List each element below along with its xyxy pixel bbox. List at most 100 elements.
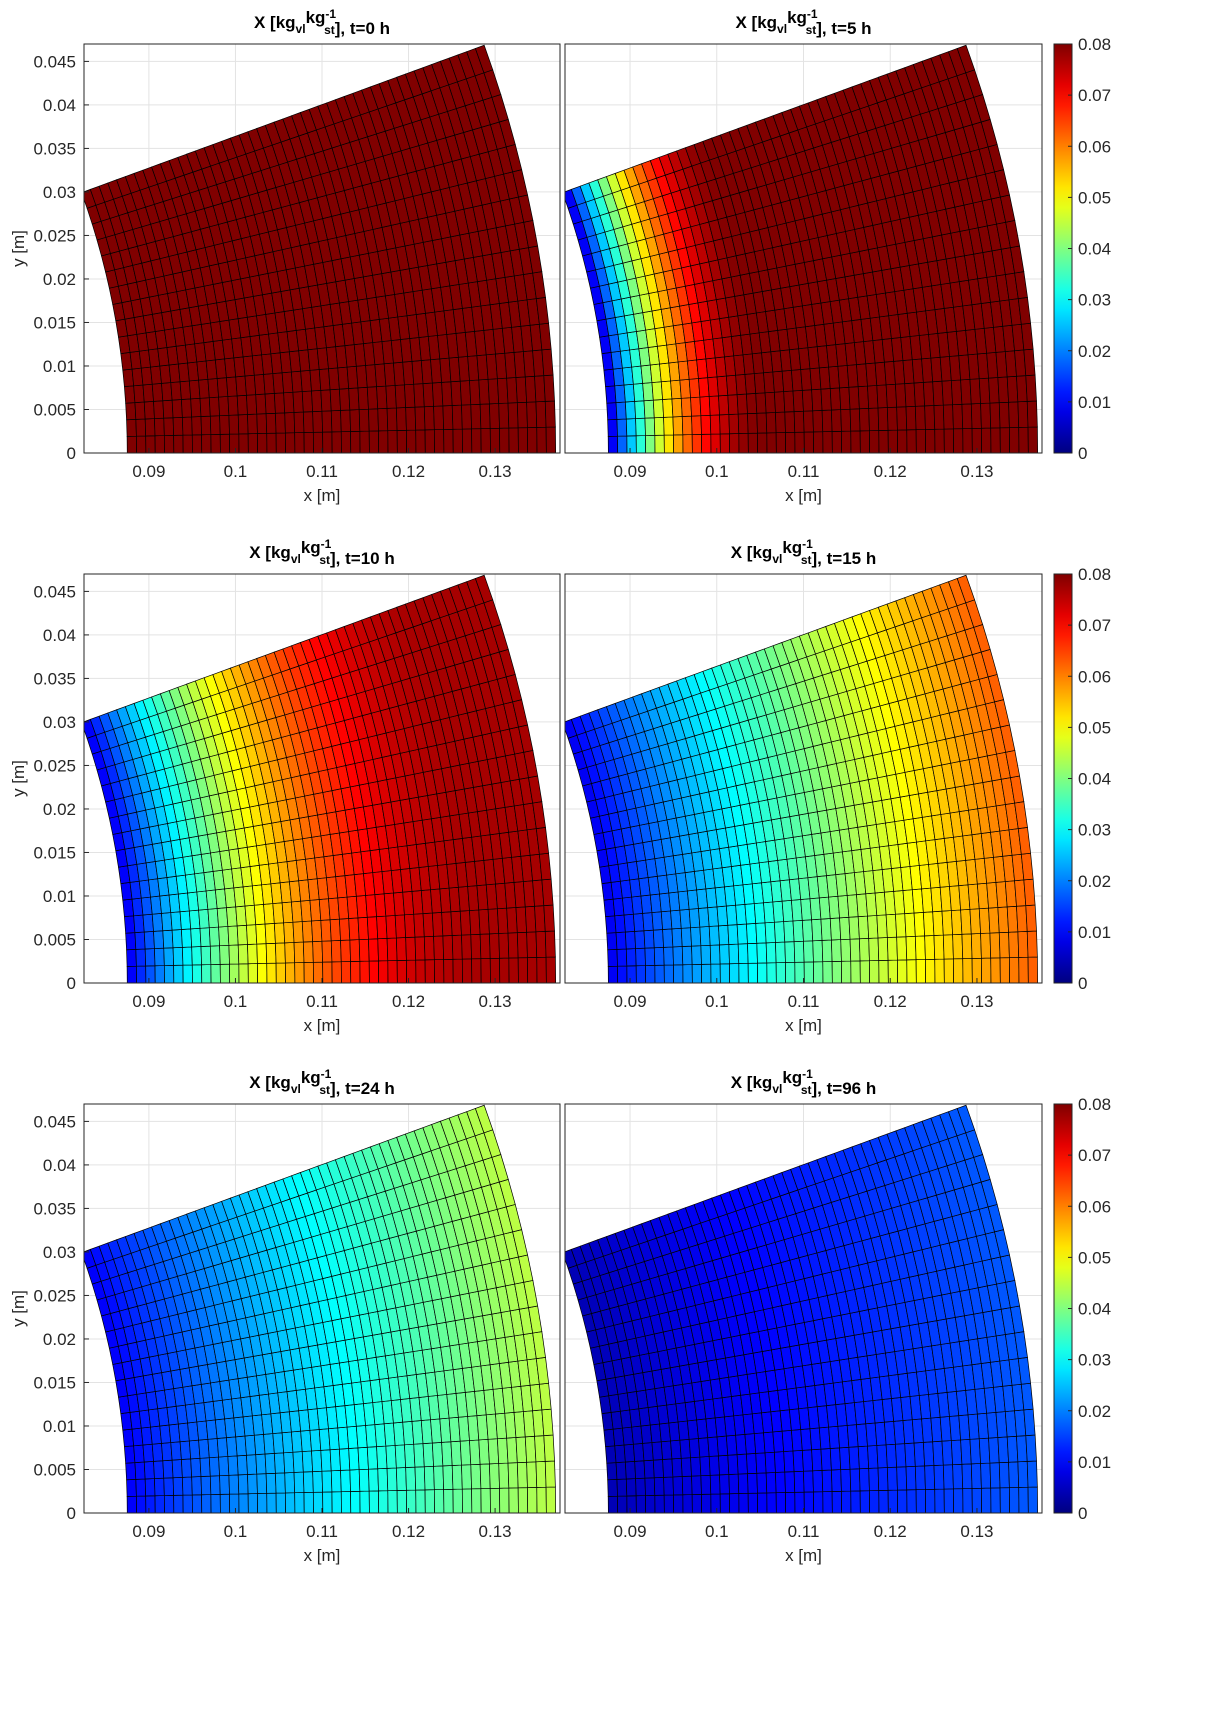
y-tick-label: 0.025 (33, 756, 76, 775)
mesh-cell (210, 433, 221, 453)
mesh-cell (645, 1495, 656, 1513)
mesh-cell (541, 348, 554, 377)
mesh-cell (188, 1439, 201, 1460)
mesh-cell (172, 946, 184, 966)
mesh-cell (209, 945, 221, 965)
mesh-cell (265, 1472, 277, 1494)
mesh-cell (1026, 930, 1038, 958)
mesh-cell (179, 1440, 192, 1460)
mesh-cell (443, 958, 454, 983)
mesh-cell (644, 417, 656, 436)
mesh-cell (182, 1476, 193, 1496)
mesh-cell (330, 940, 342, 963)
mesh-cell (517, 427, 529, 453)
mesh-cell (698, 1437, 710, 1458)
mesh-cell (725, 374, 738, 396)
mesh-cell (256, 1473, 268, 1494)
mesh-cell (831, 960, 843, 983)
subplot-5: 0.09 0.1 0.11 0.12 0.13x [m]00.0050.010.0150… (9, 1067, 561, 1565)
mesh-cell (387, 430, 398, 453)
mesh-cell (153, 400, 165, 419)
mesh-cell (433, 429, 445, 453)
mesh-cell (886, 406, 898, 431)
mesh-cell (913, 1442, 926, 1467)
mesh-cell (642, 382, 654, 402)
y-axis-label: y [m] (9, 230, 28, 267)
mesh-cell (803, 1470, 814, 1493)
mesh-cell (136, 1495, 147, 1513)
mesh-cell (330, 1470, 342, 1493)
mesh-cell (200, 1475, 212, 1496)
mesh-cell (163, 417, 175, 436)
mesh-cell (433, 935, 445, 961)
mesh-cell (516, 1461, 528, 1489)
mesh-cell (885, 913, 898, 938)
mesh-cell (849, 408, 861, 432)
mesh-cell (545, 426, 557, 453)
mesh-cell (480, 428, 491, 453)
mesh-cell (508, 427, 519, 453)
mesh-cell (848, 1446, 860, 1470)
mesh-cell (244, 374, 257, 396)
mesh-cell (499, 957, 510, 983)
mesh-cell (663, 946, 674, 966)
mesh-cell (614, 1444, 626, 1463)
mesh-cell (962, 958, 973, 983)
title-part: X [kg (731, 543, 773, 562)
colorbar-tick-label: 0 (1078, 444, 1087, 463)
mesh-cell (792, 389, 804, 412)
mesh-cell (801, 919, 814, 942)
mesh-cell (329, 1448, 341, 1472)
mesh-cell (679, 908, 691, 929)
mesh-cell (1027, 426, 1039, 453)
mesh-cell (443, 1488, 454, 1513)
mesh-cell (925, 1488, 936, 1513)
mesh-cell (716, 905, 729, 927)
mesh-cell (170, 1441, 182, 1461)
mesh-cell (339, 918, 351, 941)
mesh-cell (663, 434, 675, 453)
mesh-cell (737, 413, 749, 434)
mesh-cell (905, 405, 917, 431)
mesh-cell (135, 418, 147, 437)
mesh-cell (394, 914, 407, 939)
mesh-cell (459, 380, 472, 406)
colorbar-tick-label: 0.01 (1078, 923, 1111, 942)
mesh-cell (526, 1461, 538, 1488)
mesh-cell (896, 406, 908, 431)
x-axis-label: x [m] (785, 1546, 822, 1565)
mesh-cell (524, 375, 537, 403)
mesh-cell (1018, 1486, 1029, 1513)
mesh-cell (545, 1486, 557, 1513)
mesh-cell (925, 958, 936, 983)
mesh-cell (624, 930, 636, 950)
mesh-cell (499, 427, 510, 453)
mesh-cell (459, 910, 472, 936)
mesh-cell (941, 1440, 953, 1466)
x-tick-label: 0.1 (705, 462, 729, 481)
mesh-cell (719, 944, 730, 965)
mesh-cell (707, 376, 719, 397)
mesh-cell (396, 407, 407, 431)
mesh-cell (757, 962, 768, 983)
mesh-cell (247, 433, 259, 453)
mesh-cell (469, 379, 481, 406)
x-tick-label: 0.11 (306, 462, 338, 481)
mesh-cell (321, 1470, 333, 1493)
mesh-cell (207, 1438, 219, 1459)
mesh-cell (199, 927, 211, 947)
mesh-cell (670, 1439, 682, 1460)
mesh-cell (680, 927, 692, 947)
mesh-cell (135, 948, 147, 967)
mesh-cell (869, 430, 880, 453)
mesh-cell (524, 905, 537, 933)
mesh-cell (660, 910, 673, 930)
mesh-cell (359, 960, 370, 983)
mesh-cell (831, 1469, 842, 1492)
mesh-cell (981, 427, 992, 453)
mesh-cell (125, 1462, 137, 1481)
title-part: vl (772, 552, 782, 566)
colorbar-tick-label: 0 (1078, 974, 1087, 993)
mesh-cell (275, 412, 286, 434)
mesh-cell (962, 1488, 973, 1513)
